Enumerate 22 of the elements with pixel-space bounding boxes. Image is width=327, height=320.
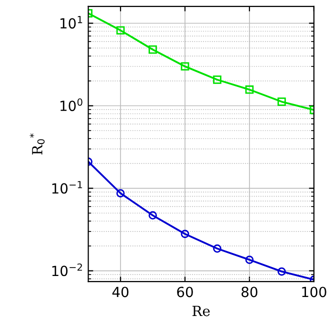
y-tick-label: 10$^{0}$ [60, 98, 82, 112]
x-tick-label: 80 [242, 286, 258, 298]
point [245, 256, 254, 264]
point [245, 85, 254, 94]
point [116, 26, 125, 35]
x-tick-label: 40 [112, 286, 128, 298]
point [278, 98, 286, 106]
point [148, 211, 157, 220]
point [180, 62, 190, 71]
point [213, 244, 222, 253]
y-tick-label: 10$^{−2}$ [52, 263, 82, 276]
y-tick-label: 10$^{−1}$ [52, 181, 82, 194]
point [213, 76, 222, 84]
point [116, 189, 125, 198]
x-tick-label: 100 [302, 286, 326, 298]
point [148, 45, 157, 54]
point [180, 230, 190, 238]
x-tick-label: 60 [177, 286, 193, 298]
y-tick-label: 10$^{1}$ [60, 16, 82, 29]
x-axis-title: Re [192, 306, 210, 316]
y-axis-title: R$_{0}$$^{*}$ [30, 133, 45, 155]
point [278, 267, 286, 276]
